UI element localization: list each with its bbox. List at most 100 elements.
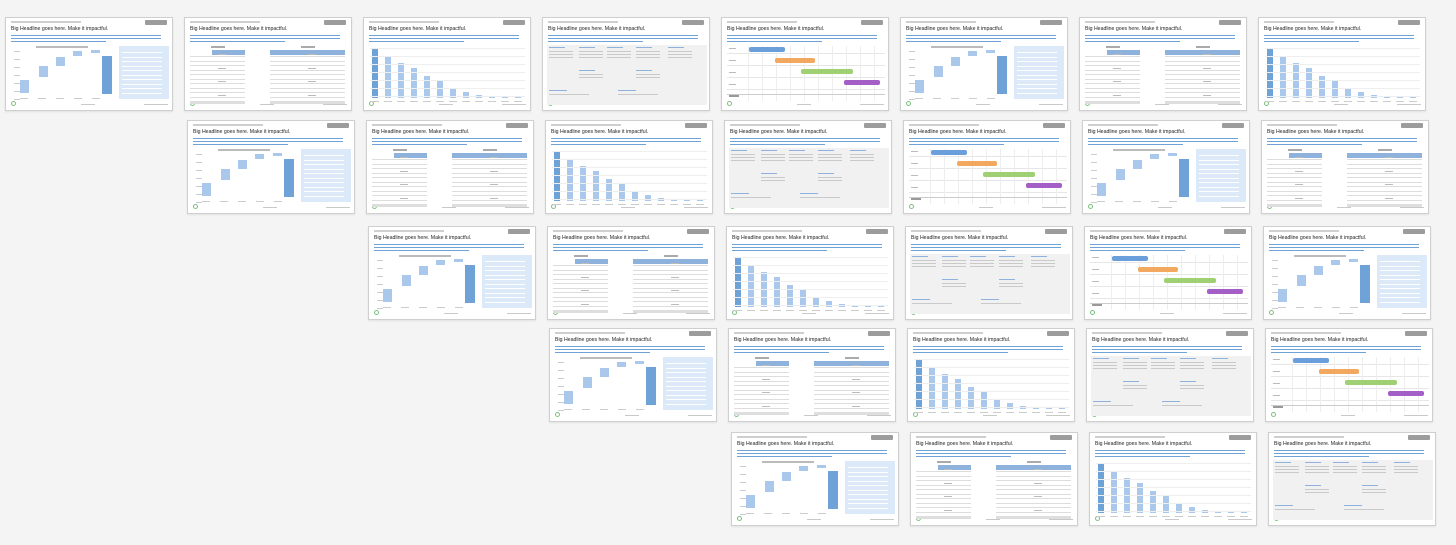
text-block-title — [981, 299, 999, 301]
slide-thumbnail-waterfall[interactable]: Big Headline goes here. Make it impactfu… — [5, 17, 173, 111]
waterfall-bar — [238, 160, 247, 169]
slide-thumbnail-gantt[interactable]: Big Headline goes here. Make it impactfu… — [903, 120, 1071, 214]
slide-thumbnail-bars[interactable]: Big Headline goes here. Make it impactfu… — [1258, 17, 1426, 111]
table-row-line — [996, 493, 1071, 495]
table-row-line — [1165, 60, 1240, 62]
subtitle-line — [372, 144, 467, 146]
slide-headline: Big Headline goes here. Make it impactfu… — [1274, 441, 1372, 447]
slide-thumbnail-waterfall[interactable]: Big Headline goes here. Make it impactfu… — [1082, 120, 1250, 214]
slide-thumbnail-table[interactable]: Big Headline goes here. Make it impactfu… — [1079, 17, 1247, 111]
text-block-line — [636, 54, 660, 55]
slide-thumbnail-bars[interactable]: Big Headline goes here. Make it impactfu… — [907, 328, 1075, 422]
slide-thumbnail-bars[interactable]: Big Headline goes here. Make it impactfu… — [363, 17, 531, 111]
subtitle-line — [913, 346, 1063, 348]
slide-headline: Big Headline goes here. Make it impactfu… — [732, 235, 830, 241]
footer-line — [507, 312, 531, 314]
slide-thumbnail-gantt[interactable]: Big Headline goes here. Make it impactfu… — [721, 17, 889, 111]
slide-thumbnail-waterfall[interactable]: Big Headline goes here. Make it impactfu… — [1263, 226, 1431, 320]
table-row-line — [452, 177, 527, 178]
x-axis-label — [1296, 307, 1304, 309]
table-header — [394, 153, 427, 158]
table-row-line — [372, 172, 427, 174]
subtitle-line — [913, 352, 1008, 354]
x-axis-label — [436, 101, 444, 102]
slide-thumbnail-text-grid[interactable]: Big Headline goes here. Make it impactfu… — [1086, 328, 1254, 422]
slide-thumbnail-waterfall[interactable]: Big Headline goes here. Make it impactfu… — [549, 328, 717, 422]
table-group-title — [1026, 461, 1041, 463]
slide-thumbnail-gantt[interactable]: Big Headline goes here. Make it impactfu… — [1084, 226, 1252, 320]
footer-line — [807, 518, 821, 520]
subtitle-line — [911, 250, 1006, 252]
slide-thumbnail-gantt[interactable]: Big Headline goes here. Make it impactfu… — [1265, 328, 1433, 422]
slide-thumbnail-bars[interactable]: Big Headline goes here. Make it impactfu… — [726, 226, 894, 320]
x-axis-label — [1151, 201, 1159, 203]
text-block-title — [942, 279, 958, 281]
subtitle-line — [1085, 35, 1235, 37]
x-axis-label — [915, 412, 923, 413]
table-header — [633, 259, 708, 264]
text-block-line — [1305, 489, 1329, 490]
section-tag — [324, 20, 346, 25]
slide-thumbnail-waterfall[interactable]: Big Headline goes here. Make it impactfu… — [187, 120, 355, 214]
slide-thumbnail-table[interactable]: Big Headline goes here. Make it impactfu… — [547, 226, 715, 320]
table-row-line — [270, 60, 345, 62]
subtitle-line — [553, 250, 648, 252]
slide-thumbnail-table[interactable]: Big Headline goes here. Make it impactfu… — [1261, 120, 1429, 214]
table-cell-value — [399, 184, 408, 185]
subtitle-line — [548, 35, 698, 37]
table-row-line — [734, 380, 789, 382]
text-block-line — [618, 94, 658, 95]
text-block-line — [818, 154, 842, 155]
slide-thumbnail-text-grid[interactable]: Big Headline goes here. Make it impactfu… — [1268, 432, 1436, 526]
text-block-line — [942, 260, 966, 261]
table-row-line — [1085, 65, 1140, 66]
slide-thumbnail-table[interactable]: Big Headline goes here. Make it impactfu… — [184, 17, 352, 111]
section-tag — [1219, 20, 1241, 25]
slide-thumbnail-waterfall[interactable]: Big Headline goes here. Make it impactfu… — [368, 226, 536, 320]
x-axis-label — [1162, 516, 1170, 517]
table-header — [1165, 50, 1240, 55]
waterfall-bar — [383, 289, 392, 302]
footer-logo-icon — [193, 204, 198, 209]
table-cell-value — [217, 54, 226, 55]
x-axis-label — [993, 412, 1001, 413]
slide-thumbnail-table[interactable]: Big Headline goes here. Make it impactfu… — [366, 120, 534, 214]
slide-headline: Big Headline goes here. Make it impactfu… — [1085, 26, 1183, 32]
table-row-line — [734, 403, 789, 404]
text-block-title — [549, 90, 567, 92]
table-row-line — [190, 60, 245, 62]
insight-text-line — [122, 65, 162, 67]
gantt-row-label — [729, 60, 736, 61]
waterfall-total-bar — [646, 367, 656, 405]
table-row-line — [814, 371, 889, 373]
slide-headline: Big Headline goes here. Make it impactfu… — [916, 441, 1014, 447]
waterfall-bar — [1168, 153, 1177, 156]
slide-thumbnail-text-grid[interactable]: Big Headline goes here. Make it impactfu… — [542, 17, 710, 111]
waterfall-bar — [436, 260, 445, 265]
waterfall-bar — [583, 377, 592, 388]
table-row-line — [553, 265, 608, 266]
table-row-line — [270, 96, 345, 98]
table-row-line — [814, 389, 889, 391]
slide-thumbnail-text-grid[interactable]: Big Headline goes here. Make it impactfu… — [724, 120, 892, 214]
slide-thumbnail-waterfall[interactable]: Big Headline goes here. Make it impactfu… — [731, 432, 899, 526]
slide-thumbnail-bars[interactable]: Big Headline goes here. Make it impactfu… — [545, 120, 713, 214]
footer-logo-icon — [11, 101, 16, 106]
bar — [1150, 491, 1156, 513]
bar — [372, 48, 378, 98]
subtitle-line — [193, 144, 288, 146]
footer-line — [1165, 518, 1179, 520]
slide-thumbnail-table[interactable]: Big Headline goes here. Make it impactfu… — [728, 328, 896, 422]
insight-text-line — [848, 507, 888, 509]
chart-title-line — [1294, 255, 1346, 257]
table-cell-value — [761, 392, 770, 393]
table-row-line — [996, 480, 1071, 481]
slide-thumbnail-waterfall[interactable]: Big Headline goes here. Make it impactfu… — [900, 17, 1068, 111]
slide-thumbnail-bars[interactable]: Big Headline goes here. Make it impactfu… — [1089, 432, 1257, 526]
slide-thumbnail-table[interactable]: Big Headline goes here. Make it impactfu… — [910, 432, 1078, 526]
section-tag — [861, 20, 883, 25]
table-group-title — [754, 357, 769, 359]
slide-thumbnail-text-grid[interactable]: Big Headline goes here. Make it impactfu… — [905, 226, 1073, 320]
bar — [955, 379, 961, 409]
x-axis-label — [746, 513, 754, 515]
